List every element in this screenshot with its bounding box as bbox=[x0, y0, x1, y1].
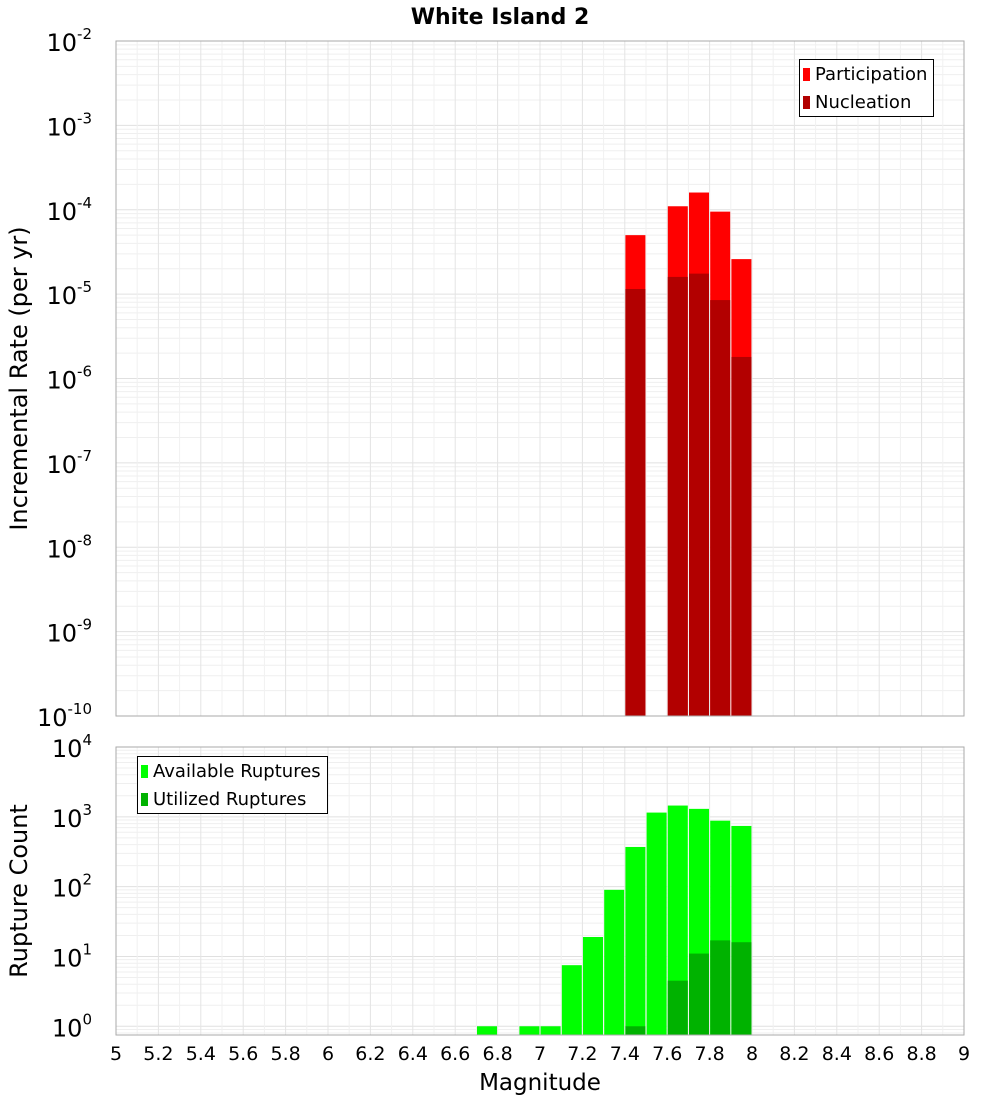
bar bbox=[731, 356, 752, 716]
legend-swatch-available bbox=[141, 764, 148, 778]
legend-label-participation: Participation bbox=[815, 63, 928, 85]
x-tick-label: 7 bbox=[534, 1043, 546, 1065]
y-tick-label: 104 bbox=[52, 731, 92, 763]
y-tick-label: 10-5 bbox=[46, 278, 92, 310]
bar bbox=[667, 276, 688, 716]
x-tick-label: 6.4 bbox=[398, 1043, 428, 1065]
bar bbox=[667, 980, 688, 1035]
x-tick-label: 6.2 bbox=[355, 1043, 385, 1065]
legend-swatch-utilized bbox=[141, 792, 148, 806]
plot-frame-0 bbox=[115, 40, 965, 717]
y-tick-label: 10-3 bbox=[46, 109, 92, 141]
chart-title: White Island 2 bbox=[411, 5, 590, 30]
bar bbox=[561, 965, 582, 1035]
x-tick-label: 7.4 bbox=[610, 1043, 640, 1065]
legend-label-utilized: Utilized Ruptures bbox=[153, 788, 307, 810]
legend-item-participation: Participation bbox=[800, 60, 933, 88]
bar bbox=[689, 273, 709, 716]
bar bbox=[625, 1026, 646, 1035]
x-tick-label: 6.6 bbox=[440, 1043, 470, 1065]
y-tick-label: 103 bbox=[52, 801, 92, 833]
y-tick-label: 100 bbox=[52, 1010, 92, 1042]
y-tick-label: 10-7 bbox=[46, 447, 92, 479]
bar bbox=[646, 812, 667, 1035]
y-tick-label: 10-4 bbox=[46, 194, 92, 226]
grid-panel-1 bbox=[115, 747, 965, 1035]
x-tick-label: 8 bbox=[746, 1043, 758, 1065]
y-axis-label-0: Incremental Rate (per yr) bbox=[5, 226, 33, 530]
bar bbox=[604, 889, 625, 1035]
legend-item-available: Available Ruptures bbox=[138, 757, 327, 785]
x-tick-label: 5.6 bbox=[228, 1043, 258, 1065]
y-tick-label: 101 bbox=[52, 940, 92, 972]
legend-item-nucleation: Nucleation bbox=[800, 88, 933, 116]
bar bbox=[731, 942, 752, 1035]
x-tick-label: 5 bbox=[110, 1043, 122, 1065]
grid-panel-0 bbox=[115, 41, 965, 717]
y-axis-label-1: Rupture Count bbox=[5, 804, 33, 978]
x-tick-label: 7.2 bbox=[567, 1043, 597, 1065]
x-tick-label: 6 bbox=[322, 1043, 334, 1065]
y-tick-label: 10-9 bbox=[46, 616, 92, 648]
bar bbox=[710, 300, 731, 716]
bar bbox=[583, 936, 603, 1035]
bar bbox=[519, 1026, 540, 1035]
bar bbox=[625, 846, 646, 1035]
legend-label-nucleation: Nucleation bbox=[815, 91, 912, 113]
legend-swatch-participation bbox=[803, 67, 810, 81]
x-tick-label: 8.8 bbox=[906, 1043, 936, 1065]
x-tick-label: 7.6 bbox=[652, 1043, 682, 1065]
legend-label-available: Available Ruptures bbox=[153, 760, 321, 782]
bar bbox=[710, 940, 731, 1035]
bar bbox=[689, 953, 709, 1035]
x-tick-label: 5.2 bbox=[143, 1043, 173, 1065]
x-tick-label: 6.8 bbox=[482, 1043, 512, 1065]
bar bbox=[477, 1026, 497, 1035]
y-tick-label: 10-2 bbox=[46, 25, 92, 57]
bar bbox=[625, 289, 646, 716]
y-tick-label: 10-10 bbox=[37, 700, 92, 732]
y-tick-label: 10-6 bbox=[46, 363, 92, 395]
x-axis-label: Magnitude bbox=[479, 1070, 601, 1096]
y-tick-label: 10-8 bbox=[46, 531, 92, 563]
x-tick-label: 8.4 bbox=[822, 1043, 852, 1065]
legend-swatch-nucleation bbox=[803, 95, 810, 109]
x-tick-label: 8.6 bbox=[864, 1043, 894, 1065]
y-tick-label: 102 bbox=[52, 871, 92, 903]
legend-count: Available Ruptures Utilized Ruptures bbox=[137, 756, 328, 814]
bar bbox=[540, 1026, 561, 1035]
series-nucleation bbox=[625, 273, 752, 716]
series-utilized-ruptures bbox=[625, 940, 752, 1035]
x-tick-label: 5.8 bbox=[270, 1043, 300, 1065]
bar bbox=[667, 805, 688, 1035]
legend-item-utilized: Utilized Ruptures bbox=[138, 785, 327, 813]
x-tick-label: 7.8 bbox=[694, 1043, 724, 1065]
plot-frame-1 bbox=[115, 746, 965, 1036]
legend-rate: Participation Nucleation bbox=[799, 59, 935, 117]
x-tick-label: 9 bbox=[958, 1043, 970, 1065]
x-tick-label: 8.2 bbox=[779, 1043, 809, 1065]
x-tick-label: 5.4 bbox=[186, 1043, 216, 1065]
